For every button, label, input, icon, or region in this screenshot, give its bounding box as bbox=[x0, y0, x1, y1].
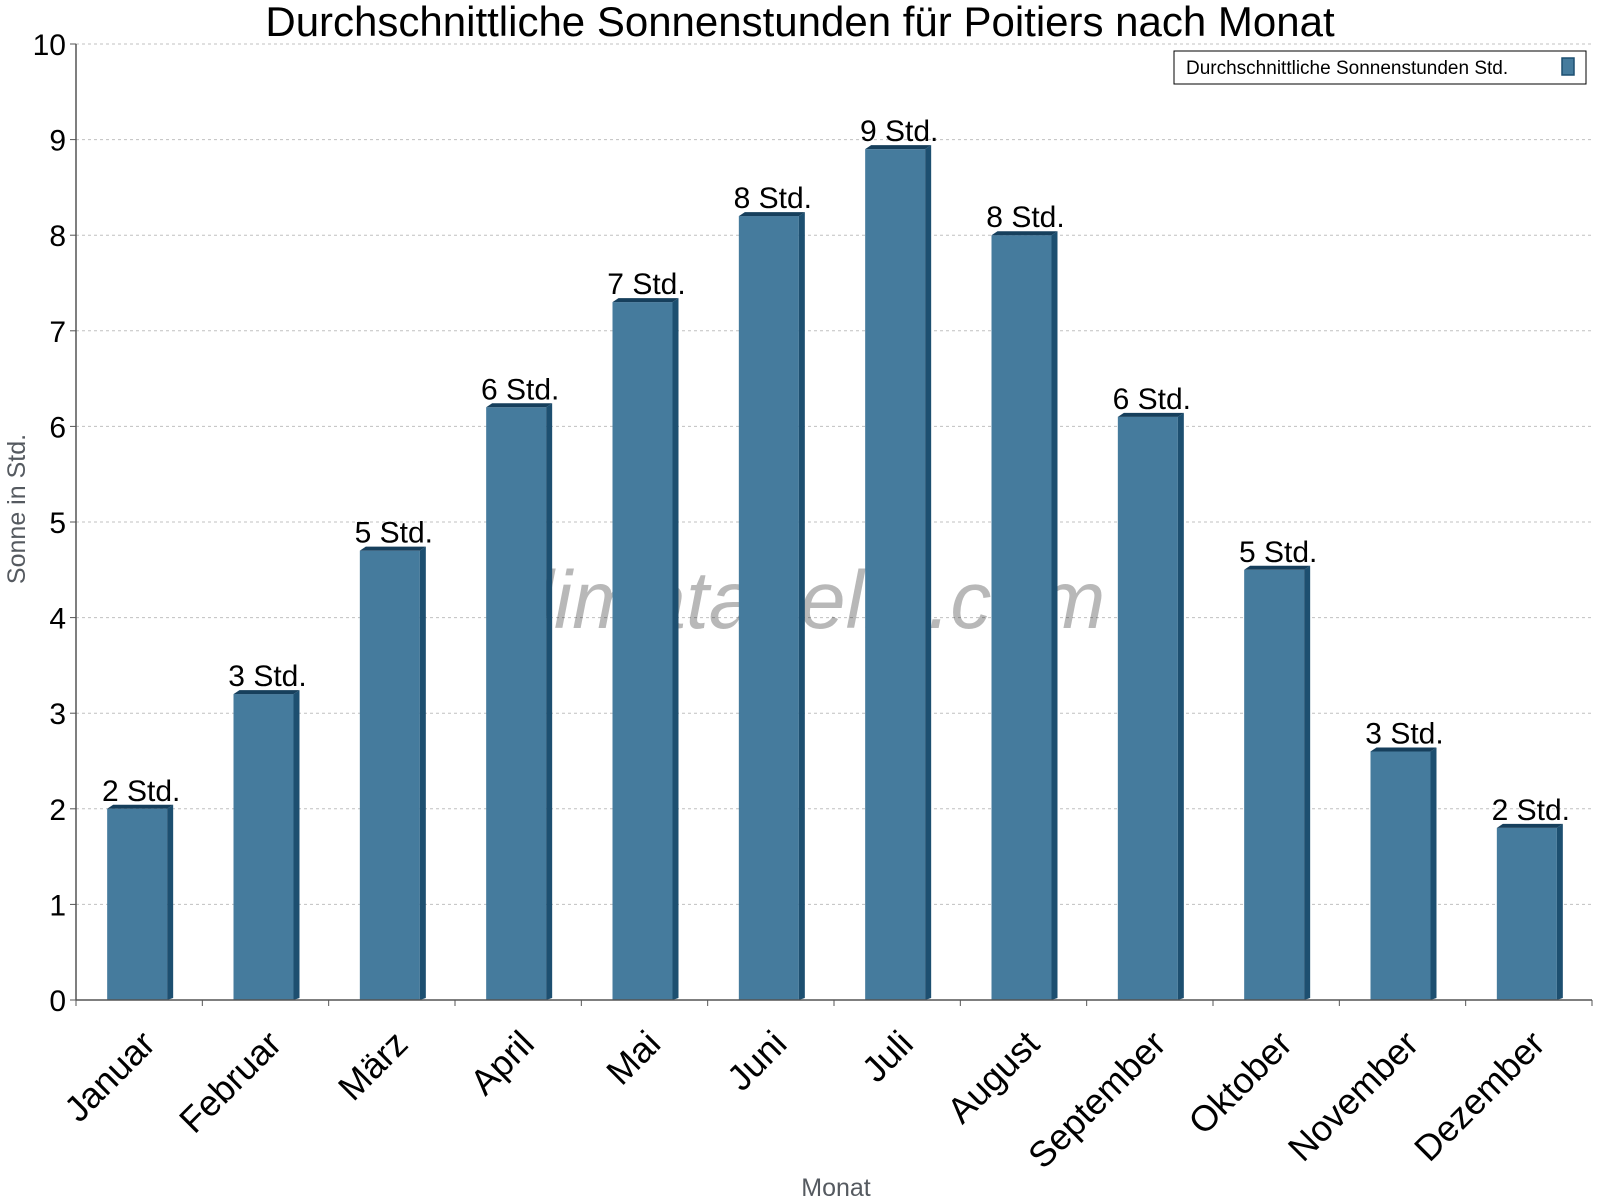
bar-value-label: 9 Std. bbox=[860, 115, 938, 148]
bar-side bbox=[672, 298, 679, 1000]
bar-top bbox=[233, 690, 300, 695]
bar-top bbox=[1117, 412, 1184, 417]
bar bbox=[1370, 747, 1437, 1000]
bar bbox=[865, 145, 932, 1000]
bar-face bbox=[1370, 751, 1431, 1000]
bar bbox=[1244, 565, 1311, 1000]
bar-side bbox=[1051, 231, 1058, 1000]
bar-value-label: 8 Std. bbox=[986, 201, 1064, 234]
bar-value-label: 7 Std. bbox=[607, 268, 685, 301]
bar bbox=[612, 298, 679, 1000]
bar-face bbox=[486, 407, 547, 1000]
bar-top bbox=[738, 212, 805, 217]
x-tick-label: Januar bbox=[56, 1023, 163, 1130]
x-tick-label: Februar bbox=[171, 1023, 289, 1141]
y-tick-label: 0 bbox=[49, 985, 66, 1018]
legend-label: Durchschnittliche Sonnenstunden Std. bbox=[1186, 58, 1508, 79]
y-tick-label: 10 bbox=[33, 29, 66, 62]
bar-side bbox=[1430, 747, 1437, 1000]
bar-side bbox=[1556, 823, 1563, 1000]
x-tick-label: Mai bbox=[598, 1023, 668, 1093]
bar-top bbox=[1244, 565, 1311, 570]
bar-side bbox=[1177, 412, 1184, 1001]
bar bbox=[991, 231, 1058, 1000]
y-tick-label: 8 bbox=[49, 220, 66, 253]
y-tick-label: 4 bbox=[49, 603, 66, 636]
bar-face bbox=[612, 302, 673, 1000]
x-axis-title: Monat bbox=[801, 1174, 871, 1200]
bar-side bbox=[798, 212, 805, 1000]
bar-top bbox=[991, 231, 1058, 236]
bar-side bbox=[419, 546, 426, 1000]
bar-face bbox=[991, 235, 1052, 1000]
y-tick-label: 6 bbox=[49, 411, 66, 444]
legend: Durchschnittliche Sonnenstunden Std. bbox=[1173, 50, 1587, 85]
bar bbox=[233, 690, 300, 1000]
bar-value-label: 2 Std. bbox=[102, 775, 180, 808]
x-tick-label: September bbox=[1020, 1023, 1174, 1177]
x-tick-label: Juli bbox=[854, 1023, 921, 1090]
bar-side bbox=[167, 804, 174, 1000]
y-axis-ticks: 0 1 2 3 4 5 6 7 8 9 10 bbox=[33, 29, 76, 1018]
bar-side bbox=[925, 145, 932, 1000]
y-tick-label: 7 bbox=[49, 316, 66, 349]
bar-top bbox=[359, 546, 426, 551]
bar-side bbox=[293, 690, 300, 1000]
y-tick-label: 5 bbox=[49, 507, 66, 540]
bar-face bbox=[1496, 827, 1557, 1000]
legend-swatch bbox=[1561, 57, 1575, 76]
bar-value-label: 5 Std. bbox=[355, 517, 433, 550]
bar-side bbox=[1304, 565, 1311, 1000]
bar-face bbox=[738, 216, 799, 1000]
bars: 2 Std. 3 Std. 5 Std. 6 Std. 7 Std. 8 Std. 9 St… bbox=[102, 115, 1570, 1001]
y-axis-title: Sonne in Std. bbox=[3, 434, 31, 584]
bar-face bbox=[1117, 416, 1178, 1001]
bar-value-label: 3 Std. bbox=[1365, 717, 1443, 750]
bar-value-label: 3 Std. bbox=[228, 660, 306, 693]
bar-top bbox=[1370, 747, 1437, 752]
x-axis-ticks: Januar Februar März April Mai Juni Juli AugustS… bbox=[56, 1000, 1593, 1177]
x-tick-label: August bbox=[939, 1023, 1047, 1131]
bar-face bbox=[233, 694, 294, 1000]
x-tick-label: Oktober bbox=[1180, 1023, 1300, 1143]
bar-value-label: 2 Std. bbox=[1492, 794, 1570, 827]
bar-top bbox=[486, 403, 553, 408]
x-tick-label: November bbox=[1280, 1023, 1426, 1169]
bar-face bbox=[359, 550, 420, 1000]
bar bbox=[738, 212, 805, 1000]
y-tick-label: 9 bbox=[49, 125, 66, 158]
bar-value-label: 6 Std. bbox=[1113, 383, 1191, 416]
y-tick-label: 3 bbox=[49, 698, 66, 731]
x-tick-label: Juni bbox=[719, 1023, 795, 1099]
bar bbox=[359, 546, 426, 1000]
bar-face bbox=[107, 808, 168, 1000]
bar bbox=[1496, 823, 1563, 1000]
bar-face bbox=[1244, 569, 1305, 1000]
bar bbox=[107, 804, 174, 1000]
y-tick-label: 2 bbox=[49, 794, 66, 827]
bar-value-label: 6 Std. bbox=[481, 373, 559, 406]
bar-side bbox=[546, 403, 553, 1000]
bar-top bbox=[612, 298, 679, 303]
bar-top bbox=[1496, 823, 1563, 828]
bar-value-label: 5 Std. bbox=[1239, 536, 1317, 569]
bar-face bbox=[865, 149, 926, 1000]
bar-top bbox=[107, 804, 174, 809]
chart-title: Durchschnittliche Sonnenstunden für Poit… bbox=[265, 0, 1335, 45]
legend-box bbox=[1173, 50, 1587, 85]
bar-value-label: 8 Std. bbox=[734, 182, 812, 215]
bar bbox=[486, 403, 553, 1000]
x-tick-label: April bbox=[462, 1023, 542, 1103]
grid-lines bbox=[76, 43, 1592, 905]
x-tick-label: Dezember bbox=[1406, 1023, 1552, 1169]
bar-top bbox=[865, 145, 932, 150]
x-tick-label: März bbox=[330, 1023, 416, 1109]
y-tick-label: 1 bbox=[49, 889, 66, 922]
bar bbox=[1117, 412, 1184, 1001]
